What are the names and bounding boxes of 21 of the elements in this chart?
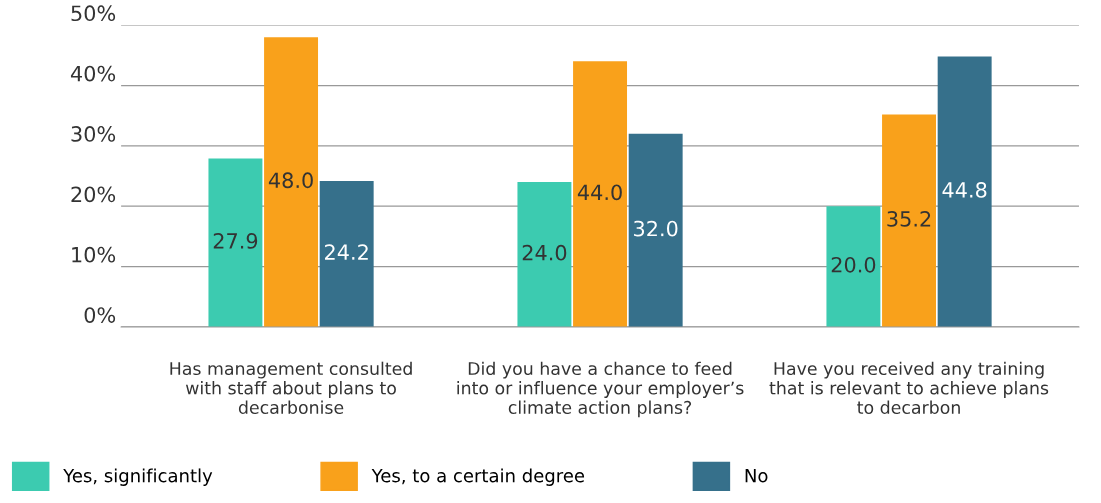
data-label: 24.2 [325, 244, 368, 260]
x-tick-label: Did you have a chance to feed into or influence your employer’s climate action plans? [457, 361, 744, 418]
data-label: 24.0 [522, 244, 567, 261]
y-tick-label: 30% [71, 126, 116, 142]
data-label: 20.0 [831, 256, 876, 273]
y-tick-label: 0% [84, 307, 116, 323]
y-tick-label: 40% [70, 65, 116, 82]
x-tick-label: Have you received any training that is relevant to achieve plans to decarbon [769, 361, 1049, 414]
data-label: 44.8 [942, 182, 987, 198]
x-tick-label: Has management consulted with staff about plans to decarbonise [170, 361, 412, 414]
data-label: 48.0 [268, 172, 313, 189]
y-tick-label: 10% [72, 246, 116, 263]
data-label: 44.0 [577, 184, 622, 201]
legend-label: No [745, 468, 768, 483]
legend-label: Yes, significantly [63, 468, 213, 486]
y-tick-label: 50% [71, 5, 116, 22]
y-tick-label: 20% [71, 186, 116, 203]
data-label: 27.9 [213, 233, 258, 249]
data-label: 35.2 [887, 211, 931, 227]
data-label: 32.0 [634, 220, 678, 237]
legend-label: Yes, to a certain degree [371, 468, 585, 486]
